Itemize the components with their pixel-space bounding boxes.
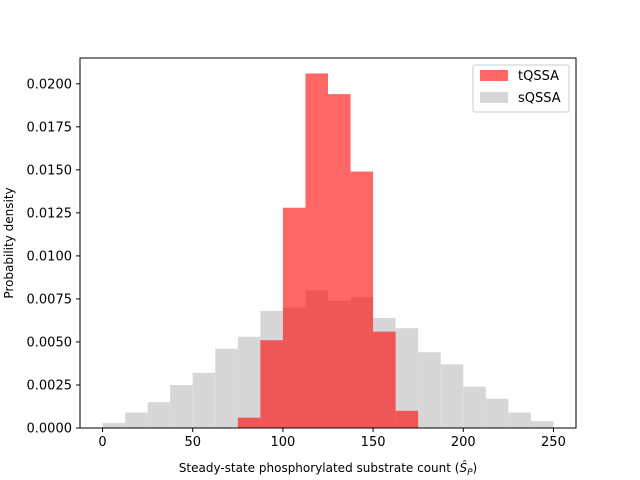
bar-tqssa-4: [328, 94, 351, 429]
legend-label-sqssa: sQSSA: [518, 91, 561, 106]
bar-sqssa-19: [530, 421, 554, 428]
bar-sqssa-6: [237, 336, 261, 428]
x-axis-label: Steady-state phosphorylated substrate co…: [179, 460, 477, 478]
y-tick-label-6: 0.0150: [27, 163, 73, 178]
bar-sqssa-2: [147, 402, 171, 428]
bar-sqssa-16: [463, 386, 486, 428]
y-tick-label-4: 0.0100: [27, 249, 73, 264]
bar-tqssa-2: [282, 207, 306, 428]
bars-layer: [102, 73, 554, 429]
bar-sqssa-1: [125, 412, 148, 428]
bar-tqssa-0: [237, 417, 261, 428]
bar-sqssa-4: [192, 372, 216, 428]
bar-sqssa-5: [215, 348, 238, 428]
bar-tqssa-7: [395, 410, 419, 428]
x-tick-label-1: 50: [184, 435, 201, 450]
y-tick-label-2: 0.0050: [27, 335, 73, 350]
plot-frame: [79, 57, 577, 429]
bar-tqssa-1: [260, 340, 283, 428]
bar-sqssa-14: [418, 352, 441, 428]
x-tick-label-0: 0: [98, 435, 106, 450]
bar-tqssa-5: [350, 171, 374, 428]
x-tick-label-5: 250: [541, 435, 566, 450]
bar-sqssa-15: [440, 364, 464, 428]
series-tqssa: [237, 73, 419, 429]
bar-sqssa-18: [508, 412, 531, 428]
y-axis: 0.0000 0.0025 0.0050 0.0075 0.0100 0.0125 0.01…: [27, 77, 80, 437]
x-axis-label-close: ): [473, 461, 478, 475]
y-axis-label: Probability density: [2, 187, 16, 298]
x-tick-label-3: 150: [361, 435, 386, 450]
x-axis-label-main: Steady-state phosphorylated substrate co…: [179, 461, 460, 475]
bar-tqssa-3: [305, 73, 328, 428]
legend-swatch-tqssa: [480, 70, 508, 81]
legend: tQSSA sQSSA: [472, 64, 570, 113]
bar-sqssa-0: [102, 422, 126, 428]
y-tick-label-5: 0.0125: [27, 206, 73, 221]
bar-sqssa-3: [170, 384, 193, 428]
x-axis-label-subscript: P: [467, 468, 473, 478]
bar-tqssa-6: [373, 331, 396, 428]
x-tick-label-2: 100: [270, 435, 295, 450]
x-axis: 0 50 100 150 200 250: [98, 428, 566, 450]
x-tick-label-4: 200: [451, 435, 476, 450]
y-tick-label-1: 0.0025: [27, 378, 73, 393]
bar-sqssa-13: [395, 328, 419, 428]
legend-swatch-sqssa: [480, 92, 508, 103]
y-tick-label-7: 0.0175: [27, 120, 73, 135]
y-tick-label-8: 0.0200: [27, 77, 73, 92]
legend-label-tqssa: tQSSA: [518, 69, 559, 84]
y-tick-label-3: 0.0075: [27, 292, 73, 307]
bar-sqssa-17: [485, 398, 509, 428]
y-tick-label-0: 0.0000: [27, 422, 73, 437]
x-axis-label-symbol: Ŝ: [459, 460, 467, 475]
